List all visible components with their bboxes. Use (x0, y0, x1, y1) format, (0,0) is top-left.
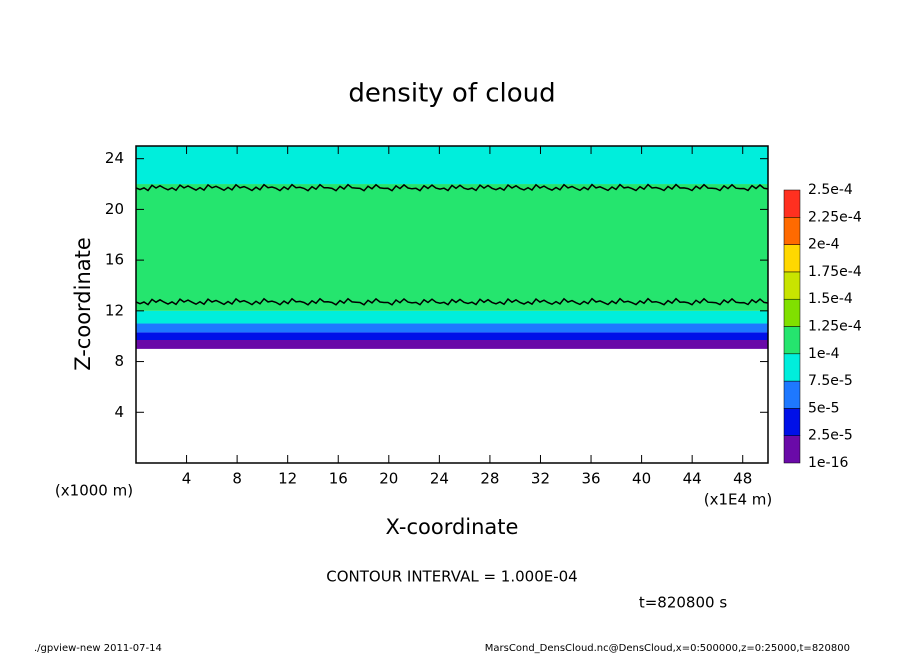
density-layer (136, 146, 768, 185)
density-layer (136, 310, 768, 324)
colorbar-label: 2.25e-4 (808, 209, 862, 225)
x-tick-label: 8 (232, 470, 242, 488)
y-tick-label: 4 (114, 403, 124, 421)
colorbar-label: 5e-5 (808, 400, 839, 416)
x-tick-label: 28 (480, 470, 499, 488)
colorbar-block (783, 408, 801, 436)
colorbar-label: 2e-4 (808, 237, 840, 253)
density-layer (136, 332, 768, 341)
x-tick-label: 4 (182, 470, 192, 488)
contour-line (135, 183, 769, 192)
y-unit: (x1000 m) (55, 482, 133, 500)
colorbar-label: 1e-4 (808, 346, 840, 362)
colorbar-block (783, 353, 801, 382)
y-tick-label: 20 (105, 200, 124, 218)
y-tick-label: 8 (114, 352, 124, 370)
x-tick-label: 40 (632, 470, 651, 488)
colorbar-label: 1.75e-4 (808, 264, 862, 280)
y-tick-label: 24 (105, 149, 124, 167)
density-layer (136, 184, 768, 311)
x-tick-label: 24 (430, 470, 449, 488)
x-tick-label: 20 (379, 470, 398, 488)
colorbar-block (783, 380, 801, 409)
colorbar-block (783, 217, 801, 245)
time-label: t=820800 s (639, 594, 727, 612)
footer-left: ./gpview-new 2011-07-14 (34, 643, 162, 654)
x-axis-title: X-coordinate (386, 515, 519, 539)
colorbar-block (783, 271, 801, 300)
density-layer (136, 323, 768, 333)
density-layer (136, 340, 768, 349)
contour-interval: CONTOUR INTERVAL = 1.000E-04 (326, 568, 577, 586)
colorbar-block (783, 244, 801, 273)
colorbar-label: 1.25e-4 (808, 319, 862, 335)
x-tick-label: 12 (278, 470, 297, 488)
colorbar-block (783, 298, 801, 327)
footer-right: MarsCond_DensCloud.nc@DensCloud,x=0:5000… (485, 643, 850, 654)
colorbar-label: 2.5e-5 (808, 428, 853, 444)
colorbar-label: 1.5e-4 (808, 291, 853, 307)
contour-line (135, 297, 769, 306)
x-tick-label: 32 (531, 470, 550, 488)
chart-title: density of cloud (348, 79, 555, 109)
colorbar-block (783, 326, 801, 355)
x-tick-label: 44 (683, 470, 702, 488)
y-tick-label: 12 (105, 301, 124, 319)
colorbar-label: 7.5e-5 (808, 373, 853, 389)
colorbar-label: 1e-16 (808, 455, 848, 471)
y-axis-title: Z-coordinate (71, 237, 95, 371)
colorbar-block (783, 189, 801, 218)
colorbar-block (783, 435, 801, 464)
plot-frame (135, 145, 769, 464)
x-unit: (x1E4 m) (704, 491, 773, 509)
colorbar-label: 2.5e-4 (808, 182, 853, 198)
x-tick-label: 48 (733, 470, 752, 488)
y-tick-label: 16 (105, 251, 124, 269)
x-tick-label: 36 (581, 470, 600, 488)
x-tick-label: 16 (329, 470, 348, 488)
